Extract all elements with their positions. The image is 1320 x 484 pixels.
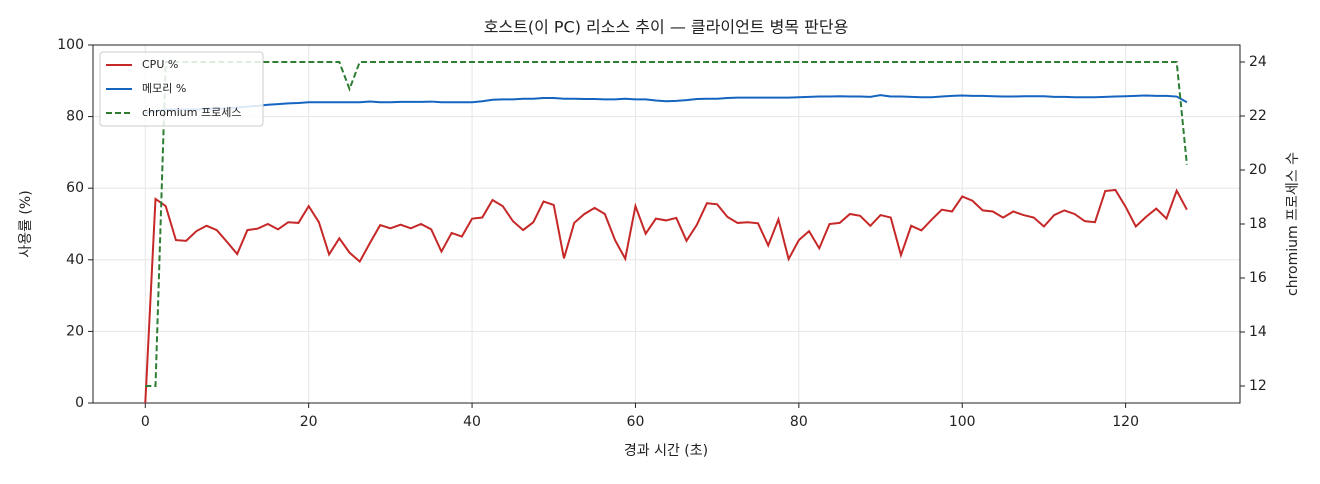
x-tick-label: 20 (300, 414, 318, 430)
series-line (144, 188, 1188, 404)
x-tick-label: 120 (1112, 414, 1139, 430)
y2-tick-label: 16 (1249, 270, 1267, 286)
y-tick-label: 40 (66, 252, 84, 268)
x-tick-label: 40 (463, 414, 481, 430)
y-axis-label: 사용률 (%) (18, 190, 34, 257)
y-tick-label: 100 (57, 37, 84, 53)
y2-tick-label: 14 (1249, 324, 1267, 340)
chart-title: 호스트(이 PC) 리소스 추이 — 클라이언트 병목 판단용 (484, 18, 849, 37)
y2-tick-label: 12 (1249, 378, 1267, 394)
x-tick-label: 80 (790, 414, 808, 430)
x-tick-label: 100 (949, 414, 976, 430)
y-tick-label: 0 (75, 395, 84, 411)
x-axis-label: 경과 시간 (초) (624, 443, 708, 459)
y2-tick-label: 22 (1249, 108, 1267, 124)
series-line (145, 94, 1188, 115)
legend-label: CPU % (142, 58, 178, 71)
y2-tick-label: 18 (1249, 216, 1267, 232)
y-tick-label: 20 (66, 323, 84, 339)
plot-frame (92, 44, 1241, 404)
legend-box (99, 51, 264, 127)
y2-tick-label: 20 (1249, 162, 1267, 178)
y2-tick-label: 24 (1249, 54, 1267, 70)
series-line (145, 61, 1188, 387)
x-tick-label: 60 (627, 414, 645, 430)
y-tick-label: 60 (66, 180, 84, 196)
legend: CPU % 메모리 % chromium 프로세스 (99, 51, 264, 127)
legend-label: 메모리 % (142, 82, 186, 95)
y-tick-label: 80 (66, 109, 84, 125)
legend-label: chromium 프로세스 (142, 106, 241, 119)
x-tick-label: 0 (141, 414, 150, 430)
y2-axis-label: chromium 프로세스 수 (1285, 152, 1301, 296)
